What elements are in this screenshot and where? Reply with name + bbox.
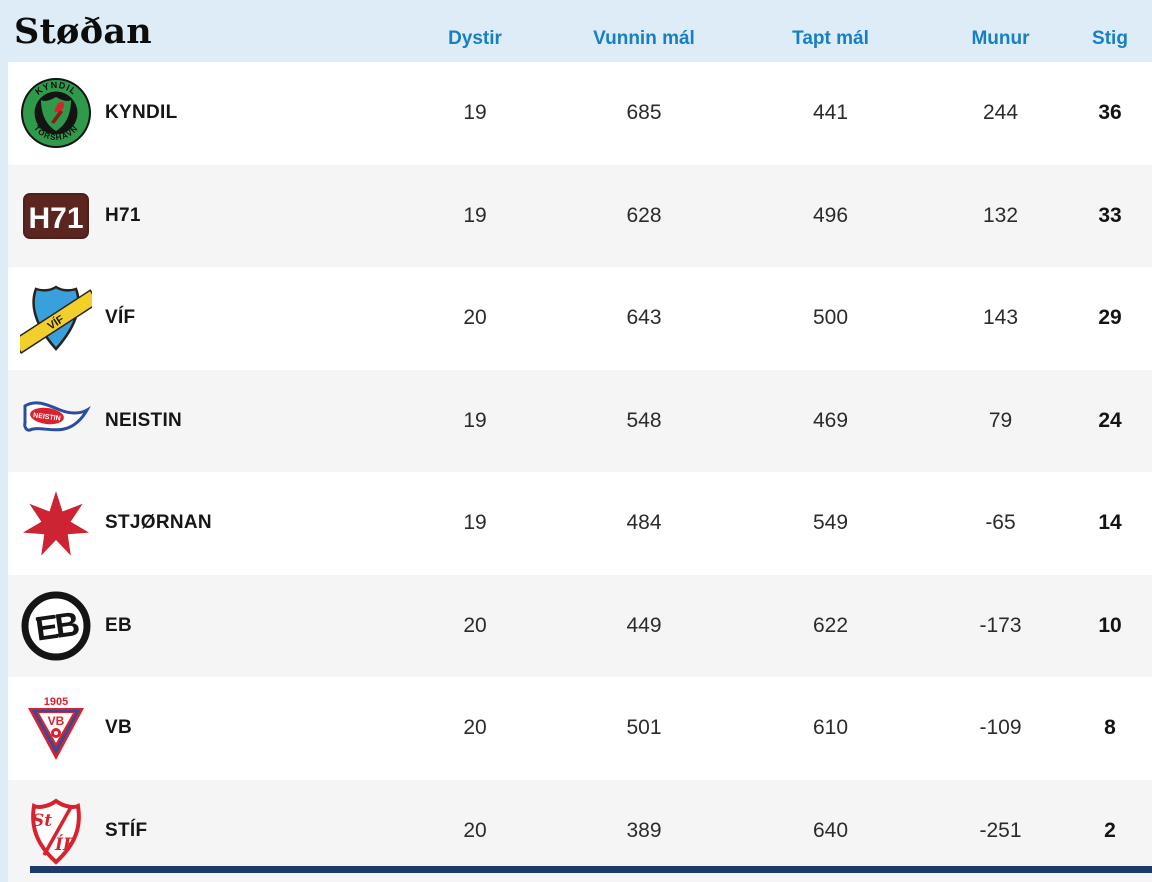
team-name: KYNDIL (105, 102, 178, 124)
cell-tapt-mal: 622 (728, 614, 933, 638)
team-logo: KYNDIL TÓRSHAVN (20, 77, 92, 149)
stjornan-star-icon (20, 487, 92, 559)
cell-vunnin-mal: 643 (560, 306, 728, 330)
standings-row[interactable]: H71 H71 19 628 496 132 33 (8, 165, 1152, 268)
team-name: STÍF (105, 820, 147, 842)
team-logo: NEISTIN (20, 385, 92, 457)
cell-stig: 2 (1068, 819, 1152, 843)
cell-dystir: 19 (390, 101, 560, 125)
cell-tapt-mal: 610 (728, 716, 933, 740)
cell-stig: 29 (1068, 306, 1152, 330)
cell-dystir: 19 (390, 204, 560, 228)
cell-munur: 79 (933, 409, 1068, 433)
team-cell: NEISTIN NEISTIN (8, 385, 390, 457)
team-cell: VÍF VÍF (8, 282, 390, 354)
h71-crest-icon: H71 (20, 180, 92, 252)
cell-vunnin-mal: 389 (560, 819, 728, 843)
cell-stig: 24 (1068, 409, 1152, 433)
column-header-dystir: Dystir (390, 28, 560, 50)
cell-munur: -251 (933, 819, 1068, 843)
team-name: EB (105, 615, 132, 637)
footer-bar (30, 866, 1152, 873)
cell-tapt-mal: 469 (728, 409, 933, 433)
standings-row[interactable]: EB EB 20 449 622 -173 10 (8, 575, 1152, 678)
team-name: NEISTIN (105, 410, 182, 432)
team-cell: 1905 VB VB (8, 692, 390, 764)
team-logo (20, 487, 92, 559)
stif-crest-icon: St ÍF (20, 795, 92, 867)
cell-dystir: 19 (390, 409, 560, 433)
page-title: Støðan (8, 11, 390, 52)
cell-dystir: 19 (390, 511, 560, 535)
eb-crest-icon: EB (20, 590, 92, 662)
standings-header: Støðan Dystir Vunnin mál Tapt mál Munur … (0, 0, 1152, 62)
cell-vunnin-mal: 685 (560, 101, 728, 125)
vb-text: VB (48, 714, 65, 728)
cell-vunnin-mal: 484 (560, 511, 728, 535)
standings-row[interactable]: 1905 VB VB 20 501 610 -109 8 (8, 677, 1152, 780)
team-cell: KYNDIL TÓRSHAVN KYNDIL (8, 77, 390, 149)
kyndil-crest-icon: KYNDIL TÓRSHAVN (20, 77, 92, 149)
cell-vunnin-mal: 548 (560, 409, 728, 433)
cell-dystir: 20 (390, 819, 560, 843)
column-header-tapt-mal: Tapt mál (728, 28, 933, 50)
cell-dystir: 20 (390, 306, 560, 330)
standings-row[interactable]: KYNDIL TÓRSHAVN KYNDIL 19 685 441 244 36 (8, 62, 1152, 165)
cell-vunnin-mal: 501 (560, 716, 728, 740)
cell-tapt-mal: 496 (728, 204, 933, 228)
column-header-stig: Stig (1068, 28, 1152, 50)
team-cell: EB EB (8, 590, 390, 662)
column-header-munur: Munur (933, 28, 1068, 50)
cell-munur: 244 (933, 101, 1068, 125)
team-logo: 1905 VB (20, 692, 92, 764)
cell-stig: 8 (1068, 716, 1152, 740)
team-logo: EB (20, 590, 92, 662)
cell-munur: 132 (933, 204, 1068, 228)
cell-stig: 36 (1068, 101, 1152, 125)
team-cell: St ÍF STÍF (8, 795, 390, 867)
team-name: H71 (105, 205, 141, 227)
team-cell: STJØRNAN (8, 487, 390, 559)
neistin-pennant-icon: NEISTIN (20, 385, 92, 457)
team-name: VB (105, 717, 132, 739)
stif-bottom-text: ÍF (54, 834, 77, 855)
cell-vunnin-mal: 449 (560, 614, 728, 638)
cell-vunnin-mal: 628 (560, 204, 728, 228)
vb-year-text: 1905 (44, 696, 68, 708)
h71-text: H71 (28, 202, 83, 235)
cell-stig: 10 (1068, 614, 1152, 638)
stif-top-text: St (32, 811, 52, 831)
standings-row[interactable]: NEISTIN NEISTIN 19 548 469 79 24 (8, 370, 1152, 473)
cell-munur: -109 (933, 716, 1068, 740)
cell-tapt-mal: 640 (728, 819, 933, 843)
team-logo: St ÍF (20, 795, 92, 867)
team-logo: H71 (20, 180, 92, 252)
cell-dystir: 20 (390, 716, 560, 740)
standings-table: KYNDIL TÓRSHAVN KYNDIL 19 685 441 244 36… (8, 62, 1152, 882)
vif-crest-icon: VÍF (20, 282, 92, 354)
standings-row[interactable]: VÍF VÍF 20 643 500 143 29 (8, 267, 1152, 370)
cell-munur: 143 (933, 306, 1068, 330)
vb-crest-icon: 1905 VB (20, 692, 92, 764)
cell-munur: -173 (933, 614, 1068, 638)
cell-stig: 33 (1068, 204, 1152, 228)
eb-text: EB (33, 605, 82, 649)
team-logo: VÍF (20, 282, 92, 354)
team-cell: H71 H71 (8, 180, 390, 252)
team-name: VÍF (105, 307, 135, 329)
cell-stig: 14 (1068, 511, 1152, 535)
cell-tapt-mal: 441 (728, 101, 933, 125)
cell-tapt-mal: 500 (728, 306, 933, 330)
cell-dystir: 20 (390, 614, 560, 638)
team-name: STJØRNAN (105, 512, 212, 534)
column-header-vunnin-mal: Vunnin mál (560, 28, 728, 50)
cell-munur: -65 (933, 511, 1068, 535)
standings-row[interactable]: STJØRNAN 19 484 549 -65 14 (8, 472, 1152, 575)
cell-tapt-mal: 549 (728, 511, 933, 535)
